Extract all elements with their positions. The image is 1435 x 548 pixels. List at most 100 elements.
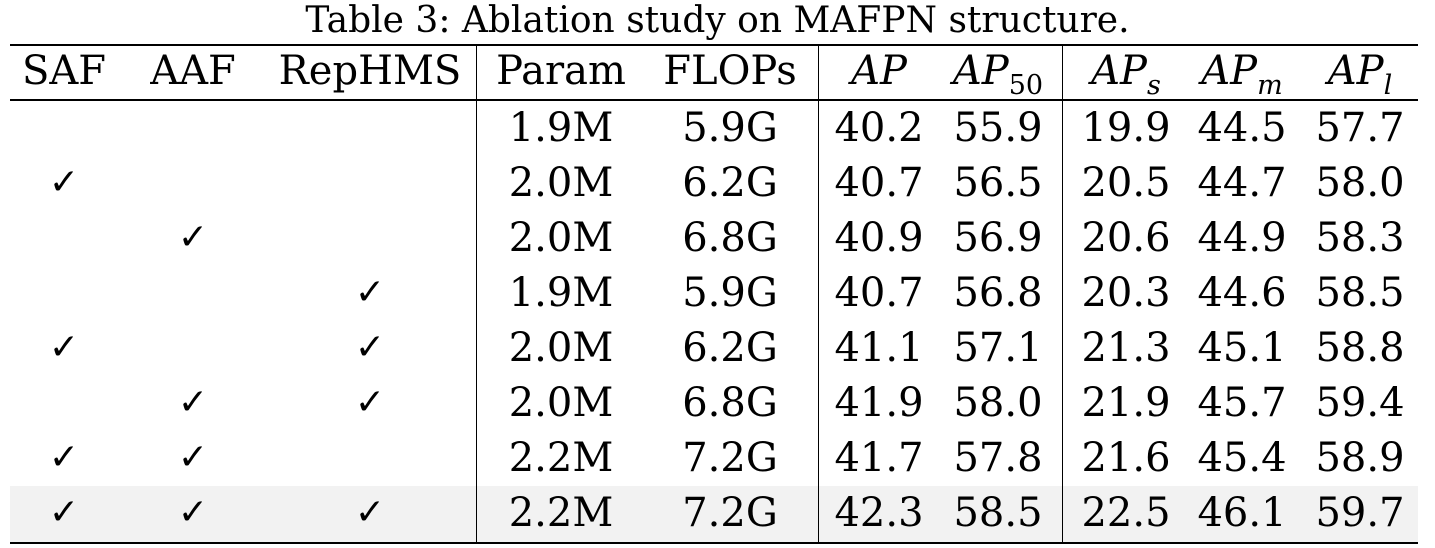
header-aps: APs — [1066, 46, 1186, 101]
header-apl: APl — [1304, 46, 1416, 101]
cell-rephms: ✓ — [354, 327, 386, 368]
cell-aaf — [140, 321, 246, 375]
cell-aps: 19.9 — [1081, 105, 1171, 151]
cell-aaf — [140, 156, 246, 210]
header-param: Param — [496, 48, 626, 94]
header-ap50-subscript: 50 — [1008, 70, 1044, 101]
header-saf: SAF — [21, 48, 107, 94]
header-apm-base: AP — [1201, 48, 1258, 94]
cell-param: 1.9M — [508, 270, 614, 316]
cell-rephms — [270, 101, 470, 155]
header-aps-subscript: s — [1146, 70, 1161, 101]
cell-apm: 45.7 — [1197, 380, 1287, 426]
cell-apm: 44.5 — [1197, 105, 1287, 151]
cell-ap: 41.7 — [834, 435, 924, 481]
header-rephms: RepHMS — [278, 48, 462, 94]
cell-apl: 58.8 — [1315, 325, 1405, 371]
cell-aaf: ✓ — [177, 382, 209, 423]
cell-rephms: ✓ — [354, 272, 386, 313]
cell-apm: 45.1 — [1197, 325, 1287, 371]
cell-aaf — [140, 266, 246, 320]
cell-aps: 22.5 — [1081, 490, 1171, 536]
cell-aps: 20.6 — [1081, 215, 1171, 261]
header-apm-subscript: m — [1257, 70, 1283, 101]
header-ap: AP — [851, 48, 907, 94]
cell-saf: ✓ — [48, 162, 80, 203]
cell-apm: 45.4 — [1197, 435, 1287, 481]
cell-ap50: 57.8 — [953, 435, 1043, 481]
cell-ap: 41.9 — [834, 380, 924, 426]
cell-param: 2.0M — [508, 160, 614, 206]
cell-saf: ✓ — [48, 492, 80, 533]
cell-param: 2.0M — [508, 380, 614, 426]
column-divider-ap — [1062, 45, 1063, 542]
cell-ap: 40.2 — [834, 105, 924, 151]
cell-apl: 58.0 — [1315, 160, 1405, 206]
cell-aps: 20.5 — [1081, 160, 1171, 206]
header-apl-base: AP — [1327, 48, 1384, 94]
header-aps-base: AP — [1091, 48, 1147, 94]
cell-flops: 5.9G — [682, 270, 778, 316]
header-apl-subscript: l — [1383, 70, 1393, 101]
cell-aps: 21.9 — [1081, 380, 1171, 426]
cell-ap50: 56.8 — [953, 270, 1043, 316]
cell-flops: 7.2G — [682, 490, 778, 536]
table-caption: Table 3: Ablation study on MAFPN structu… — [305, 0, 1130, 41]
cell-flops: 6.2G — [682, 325, 778, 371]
cell-aaf: ✓ — [177, 492, 209, 533]
cell-apm: 44.7 — [1197, 160, 1287, 206]
cell-apl: 58.3 — [1315, 215, 1405, 261]
top-rule — [10, 44, 1418, 46]
column-divider-components — [476, 45, 477, 542]
cell-param: 2.0M — [508, 215, 614, 261]
cell-ap50: 56.9 — [953, 215, 1043, 261]
cell-ap: 41.1 — [834, 325, 924, 371]
cell-apm: 44.6 — [1197, 270, 1287, 316]
cell-saf — [14, 101, 114, 155]
cell-ap: 42.3 — [834, 490, 924, 536]
cell-saf: ✓ — [48, 437, 80, 478]
bottom-rule — [10, 542, 1418, 544]
cell-apl: 57.7 — [1315, 105, 1405, 151]
cell-ap50: 57.1 — [953, 325, 1043, 371]
header-aaf: AAF — [150, 48, 236, 94]
header-rule — [10, 99, 1418, 101]
cell-aaf: ✓ — [177, 217, 209, 258]
header-ap50: AP50 — [938, 46, 1058, 101]
cell-ap50: 58.5 — [953, 490, 1043, 536]
cell-rephms: ✓ — [354, 492, 386, 533]
cell-aps: 21.3 — [1081, 325, 1171, 371]
header-apm: APm — [1182, 46, 1302, 101]
highlighted-row-background — [10, 486, 1418, 542]
cell-param: 1.9M — [508, 105, 614, 151]
cell-apl: 59.7 — [1315, 490, 1405, 536]
header-ap50-base: AP — [952, 48, 1009, 94]
cell-param: 2.2M — [508, 490, 614, 536]
cell-flops: 6.8G — [682, 215, 778, 261]
cell-aps: 21.6 — [1081, 435, 1171, 481]
cell-apl: 58.5 — [1315, 270, 1405, 316]
column-divider-cost — [818, 45, 819, 542]
cell-saf — [14, 376, 114, 430]
cell-flops: 6.8G — [682, 380, 778, 426]
cell-apl: 59.4 — [1315, 380, 1405, 426]
cell-aaf — [140, 101, 246, 155]
cell-flops: 6.2G — [682, 160, 778, 206]
cell-ap50: 55.9 — [953, 105, 1043, 151]
cell-apm: 46.1 — [1197, 490, 1287, 536]
cell-apl: 58.9 — [1315, 435, 1405, 481]
cell-rephms — [270, 431, 470, 485]
cell-ap50: 56.5 — [953, 160, 1043, 206]
cell-ap: 40.7 — [834, 270, 924, 316]
cell-saf — [14, 266, 114, 320]
header-flops: FLOPs — [663, 48, 797, 94]
cell-flops: 7.2G — [682, 435, 778, 481]
cell-saf: ✓ — [48, 327, 80, 368]
cell-param: 2.2M — [508, 435, 614, 481]
cell-ap: 40.9 — [834, 215, 924, 261]
cell-ap: 40.7 — [834, 160, 924, 206]
cell-aaf: ✓ — [177, 437, 209, 478]
cell-ap50: 58.0 — [953, 380, 1043, 426]
cell-param: 2.0M — [508, 325, 614, 371]
cell-rephms: ✓ — [354, 382, 386, 423]
